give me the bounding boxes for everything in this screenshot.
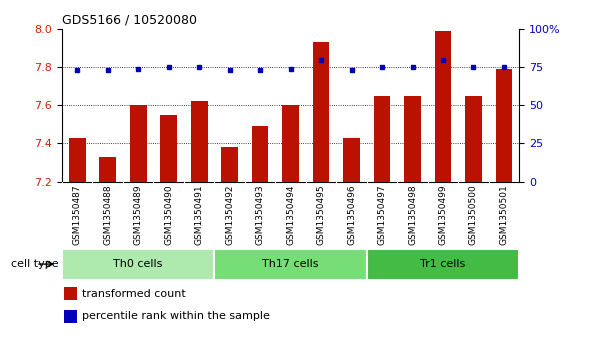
Text: GSM1350490: GSM1350490: [164, 184, 173, 245]
Bar: [367, 249, 519, 280]
Text: GSM1350499: GSM1350499: [438, 184, 447, 245]
Bar: [496, 69, 512, 182]
Text: GSM1350491: GSM1350491: [195, 184, 204, 245]
Text: percentile rank within the sample: percentile rank within the sample: [82, 311, 270, 321]
Bar: [64, 287, 77, 300]
Text: GSM1350498: GSM1350498: [408, 184, 417, 245]
Bar: [435, 31, 451, 182]
Text: GSM1350501: GSM1350501: [500, 184, 509, 245]
Bar: [282, 105, 299, 182]
Text: Tr1 cells: Tr1 cells: [420, 259, 466, 269]
Text: GDS5166 / 10520080: GDS5166 / 10520080: [62, 13, 197, 26]
Text: GSM1350496: GSM1350496: [347, 184, 356, 245]
Bar: [465, 96, 482, 182]
Bar: [373, 96, 391, 182]
Text: GSM1350500: GSM1350500: [469, 184, 478, 245]
Text: GSM1350494: GSM1350494: [286, 184, 295, 245]
Text: GSM1350495: GSM1350495: [317, 184, 326, 245]
Bar: [221, 147, 238, 182]
Bar: [99, 157, 116, 182]
Text: GSM1350488: GSM1350488: [103, 184, 112, 245]
Bar: [64, 310, 77, 323]
Bar: [130, 105, 146, 182]
Text: GSM1350487: GSM1350487: [73, 184, 81, 245]
Bar: [313, 42, 329, 182]
Bar: [343, 138, 360, 182]
Text: GSM1350492: GSM1350492: [225, 184, 234, 245]
Bar: [404, 96, 421, 182]
Bar: [62, 249, 214, 280]
Bar: [214, 249, 367, 280]
Text: GSM1350489: GSM1350489: [134, 184, 143, 245]
Text: Th0 cells: Th0 cells: [113, 259, 163, 269]
Text: cell type: cell type: [11, 259, 59, 269]
Text: GSM1350493: GSM1350493: [255, 184, 264, 245]
Text: Th17 cells: Th17 cells: [263, 259, 319, 269]
Bar: [252, 126, 268, 182]
Text: GSM1350497: GSM1350497: [378, 184, 386, 245]
Bar: [160, 115, 177, 182]
Text: transformed count: transformed count: [82, 289, 186, 299]
Bar: [191, 101, 208, 182]
Bar: [69, 138, 86, 182]
